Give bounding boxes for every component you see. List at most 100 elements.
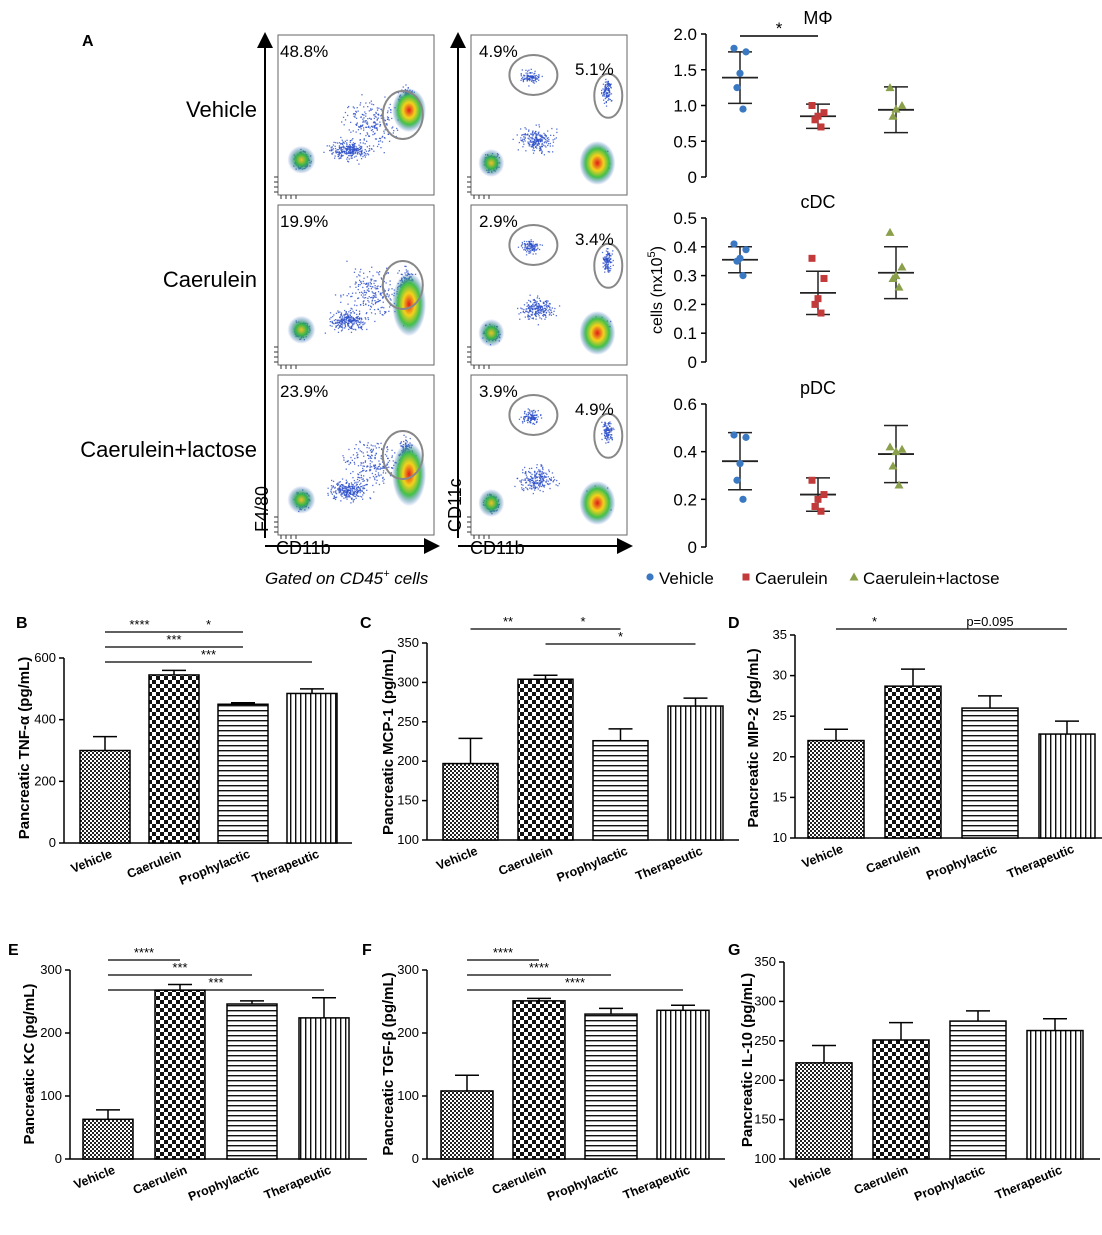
flow-event-dot <box>375 112 377 114</box>
flow-event-dot <box>365 291 367 293</box>
flow-event-dot <box>366 328 368 331</box>
flow-event-dot <box>539 146 541 148</box>
flow-event-dot <box>531 79 533 82</box>
flow-event-dot <box>333 314 335 316</box>
flow-event-dot <box>350 157 352 159</box>
flow-event-dot <box>548 304 550 306</box>
flow-event-dot <box>531 245 533 247</box>
flow-event-dot <box>558 305 561 307</box>
flow-event-dot <box>528 240 530 243</box>
flow-event-dot <box>359 487 361 489</box>
flow-event-dot <box>367 154 370 156</box>
flow-event-dot <box>368 284 370 286</box>
flow-event-dot <box>364 111 366 113</box>
flow-event-dot <box>354 268 357 270</box>
flow-event-dot <box>347 160 349 162</box>
flow-event-dot <box>366 286 368 288</box>
flow-event-dot <box>512 138 514 140</box>
flow-event-dot <box>344 321 346 323</box>
flow-event-dot <box>526 79 528 81</box>
flow-event-dot <box>365 303 367 305</box>
flow-event-dot <box>552 151 554 153</box>
flow-event-dot <box>374 303 377 305</box>
flow-event-dot <box>373 126 375 128</box>
flow-event-dot <box>605 87 607 89</box>
flow-event-dot <box>541 150 543 152</box>
flow-event-dot <box>356 107 358 109</box>
flow-event-dot <box>530 239 532 241</box>
flow-event-dot <box>552 141 555 143</box>
flow-event-dot <box>544 141 546 143</box>
flow-event-dot <box>348 325 350 327</box>
flow-event-dot <box>361 153 363 155</box>
flow-event-dot <box>530 244 532 246</box>
flow-event-dot <box>359 133 361 135</box>
flow-event-dot <box>381 141 384 143</box>
flow-event-dot <box>544 307 547 310</box>
flow-event-dot <box>524 316 526 318</box>
flow-event-dot <box>528 311 530 313</box>
flow-event-dot <box>539 317 541 319</box>
flow-event-dot <box>406 271 408 273</box>
flow-event-dot <box>335 152 337 154</box>
flow-event-dot <box>358 151 360 153</box>
flow-event-dot <box>612 259 614 262</box>
flow-event-dot <box>555 137 557 139</box>
flow-event-dot <box>380 277 382 279</box>
flow-event-dot <box>326 145 328 147</box>
flow-event-dot <box>336 319 338 321</box>
flow-event-dot <box>608 267 610 269</box>
flow-event-dot <box>521 77 523 80</box>
flow-event-dot <box>544 309 546 312</box>
flow-event-dot <box>338 153 340 155</box>
flow-event-dot <box>606 248 608 250</box>
flow-event-dot <box>338 490 340 492</box>
flow-event-dot <box>537 311 539 313</box>
flow-event-dot <box>611 261 613 263</box>
flow-event-dot <box>529 252 532 254</box>
flow-event-dot <box>607 254 610 256</box>
flow-event-dot <box>379 299 381 302</box>
flow-event-dot <box>607 81 609 83</box>
flow-event-dot <box>353 107 355 109</box>
flow-event-dot <box>348 484 350 486</box>
flow-event-dot <box>337 324 339 327</box>
flow-event-dot <box>347 319 350 321</box>
flow-event-dot <box>346 152 348 155</box>
pdc-gate <box>593 242 624 289</box>
flow-event-dot <box>389 306 391 308</box>
flow-event-dot <box>533 313 536 315</box>
flow-event-dot <box>382 296 384 298</box>
flow-event-dot <box>534 137 536 139</box>
flow-event-dot <box>378 137 381 139</box>
flow-event-dot <box>343 146 346 148</box>
flow-event-dot <box>334 151 337 153</box>
flow-event-dot <box>396 127 398 130</box>
flow-event-dot <box>548 138 550 141</box>
flow-event-dot <box>532 135 534 137</box>
flow-event-dot <box>375 123 377 125</box>
flow-event-dot <box>526 251 528 253</box>
flow-event-dot <box>540 310 543 312</box>
flow-event-dot <box>357 324 359 326</box>
flow-event-dot <box>343 317 345 319</box>
flow-event-dot <box>528 248 530 250</box>
flow-event-dot <box>341 146 343 148</box>
flow-event-dot <box>351 150 353 152</box>
flow-event-dot <box>544 304 546 306</box>
flow-event-dot <box>603 256 606 258</box>
flow-event-dot <box>352 130 354 132</box>
flow-event-dot <box>339 157 341 159</box>
flow-event-dot <box>339 311 341 313</box>
flow-event-dot <box>360 128 362 130</box>
flow-event-dot <box>351 292 354 294</box>
flow-event-dot <box>354 485 356 488</box>
flow-event-dot <box>337 142 339 144</box>
flow-event-dot <box>352 149 354 151</box>
flow-event-dot <box>361 328 363 331</box>
flow-event-dot <box>548 302 551 305</box>
flow-event-dot <box>355 155 357 157</box>
flow-event-dot <box>608 260 610 262</box>
flow-event-dot <box>536 306 538 309</box>
flow-event-dot <box>609 265 612 268</box>
